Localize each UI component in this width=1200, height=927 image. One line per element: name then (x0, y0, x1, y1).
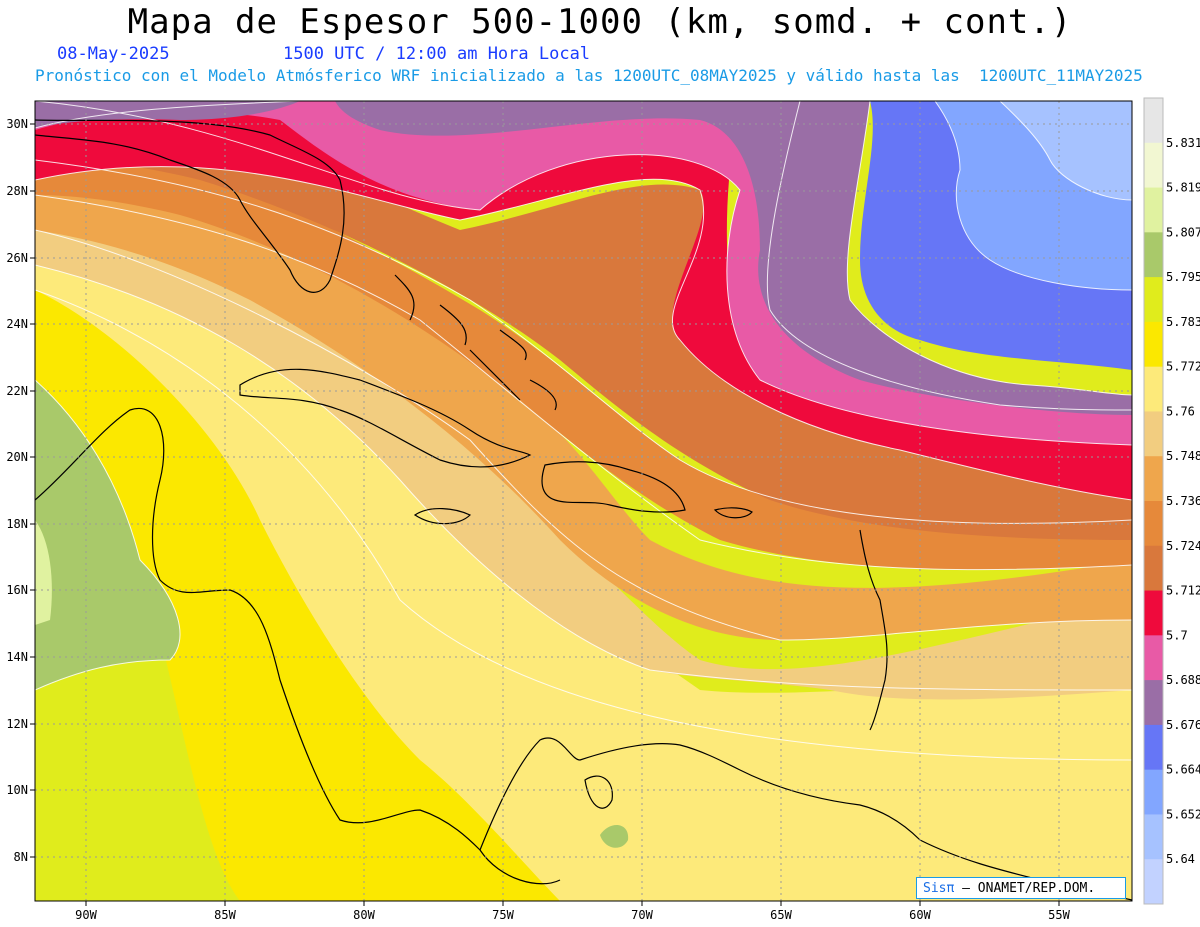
forecast-date: 08-May-2025 (57, 44, 170, 64)
lon-label: 75W (492, 908, 514, 922)
forecast-subtitle: Pronóstico con el Modelo Atmósferico WRF… (35, 66, 1143, 85)
colorbar-level-label: 5.688 (1166, 673, 1200, 687)
colorbar-level-label: 5.676 (1166, 718, 1200, 732)
colorbar-level-label: 5.664 (1166, 763, 1200, 777)
colorbar-swatch (1144, 680, 1163, 726)
axis-ticks (30, 123, 1060, 906)
lon-label: 85W (214, 908, 236, 922)
colorbar-swatch (1144, 859, 1163, 905)
colorbar (1143, 97, 1164, 905)
colorbar-swatch (1144, 321, 1163, 368)
lon-label: 90W (75, 908, 97, 922)
credit-box: Sisπ – ONAMET/REP.DOM. (916, 877, 1126, 899)
lat-label: 22N (6, 384, 28, 398)
colorbar-swatch (1144, 769, 1163, 815)
colorbar-level-label: 5.807 (1166, 225, 1200, 239)
colorbar-swatch (1144, 545, 1163, 592)
colorbar-level-label: 5.64 (1166, 852, 1195, 866)
colorbar-level-label: 5.7 (1166, 628, 1188, 642)
colorbar-swatch (1144, 635, 1163, 681)
lat-label: 16N (6, 583, 28, 597)
colorbar-swatch (1144, 456, 1163, 502)
lon-label: 70W (631, 908, 653, 922)
lon-label: 60W (909, 908, 931, 922)
lat-label: 30N (6, 117, 28, 131)
lat-label: 24N (6, 317, 28, 331)
map-frame (34, 100, 1133, 902)
thickness-fill-bands (35, 101, 1132, 901)
colorbar-level-label: 5.831 (1166, 136, 1200, 150)
colorbar-swatch (1144, 814, 1163, 860)
lat-label: 28N (6, 184, 28, 198)
lat-label: 8N (14, 850, 28, 864)
colorbar-level-label: 5.819 (1166, 181, 1200, 195)
lon-label: 65W (770, 908, 792, 922)
colorbar-swatch (1144, 98, 1163, 144)
colorbar-level-label: 5.712 (1166, 584, 1200, 598)
lat-label: 12N (6, 717, 28, 731)
colorbar-swatch (1144, 590, 1163, 636)
colorbar-level-label: 5.748 (1166, 449, 1200, 463)
colorbar-level-label: 5.724 (1166, 539, 1200, 553)
colorbar-swatch (1144, 187, 1163, 233)
colorbar-swatch (1144, 411, 1163, 457)
colorbar-swatch (1144, 366, 1163, 412)
forecast-time: 1500 UTC / 12:00 am Hora Local (283, 44, 591, 64)
credit-text: – ONAMET/REP.DOM. (962, 881, 1096, 896)
colorbar-level-label: 5.783 (1166, 315, 1200, 329)
colorbar-level-label: 5.76 (1166, 404, 1195, 418)
colorbar-level-label: 5.736 (1166, 494, 1200, 508)
colorbar-swatch (1144, 142, 1163, 189)
lat-label: 14N (6, 650, 28, 664)
colorbar-swatch (1144, 277, 1163, 323)
colorbar-swatch (1144, 501, 1163, 547)
colorbar-level-label: 5.795 (1166, 270, 1200, 284)
map-title: Mapa de Espesor 500-1000 (km, somd. + co… (127, 2, 1073, 42)
lat-label: 18N (6, 517, 28, 531)
colorbar-level-label: 5.652 (1166, 807, 1200, 821)
graticule (35, 101, 1132, 901)
colorbar-frame (1143, 97, 1164, 905)
colorbar-swatch (1144, 232, 1163, 278)
lon-label: 55W (1048, 908, 1070, 922)
lat-label: 26N (6, 251, 28, 265)
lat-label: 10N (6, 783, 28, 797)
colorbar-swatch (1144, 724, 1163, 771)
colorbar-labels: 5.831 5.819 5.807 5.795 5.783 5.772 5.76 5.748 5… (1166, 136, 1200, 866)
lat-label: 20N (6, 450, 28, 464)
colorbar-level-label: 5.772 (1166, 360, 1200, 374)
lon-label: 80W (353, 908, 375, 922)
sispi-logo: Sisπ (923, 881, 955, 896)
coastlines (35, 119, 1132, 901)
